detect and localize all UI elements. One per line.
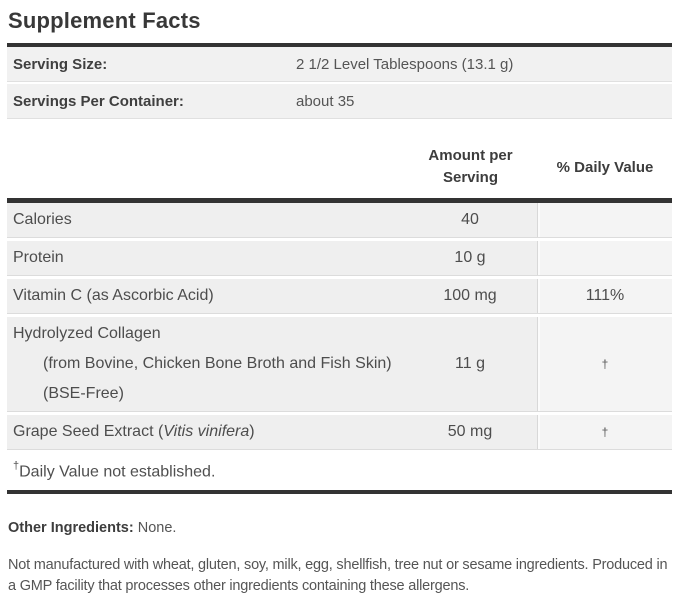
divider-thick-header: [7, 198, 672, 203]
nutrient-row-protein: Protein 10 g: [7, 241, 672, 276]
amount-header-line1: Amount per: [428, 147, 513, 164]
nutrient-daily-value: †: [537, 317, 672, 411]
other-ingredients-value: None.: [133, 520, 177, 537]
nutrient-amount: 50 mg: [447, 423, 493, 440]
dagger-symbol: †: [13, 460, 20, 472]
dagger-symbol: †: [601, 357, 609, 371]
nutrient-daily-value: [537, 241, 672, 275]
footnote-daily-value: †Daily Value not established.: [7, 453, 672, 490]
nutrient-row-calories: Calories 40: [7, 203, 672, 238]
nutrient-name-text: Vitamin C (as Ascorbic Acid): [13, 287, 214, 304]
serving-size-value: 2 1/2 Level Tablespoons (13.1 g): [296, 55, 514, 73]
servings-per-container-row: Servings Per Container: about 35: [7, 84, 672, 119]
divider-thick-top: [7, 43, 672, 47]
supplement-facts-panel: Supplement Facts Serving Size: 2 1/2 Lev…: [7, 8, 672, 595]
footnote-text: Daily Value not established.: [19, 463, 216, 481]
nutrient-name: Protein: [7, 241, 403, 275]
other-ingredients-label: Other Ingredients:: [8, 520, 134, 537]
nutrient-name-text: ): [249, 423, 255, 440]
allergen-statement: Not manufactured with wheat, gluten, soy…: [8, 557, 668, 595]
page-title: Supplement Facts: [8, 8, 201, 33]
nutrient-name-latin: Vitis vinifera: [163, 423, 250, 440]
nutrient-daily-value: [537, 203, 672, 237]
nutrient-name: Calories: [7, 203, 403, 237]
nutrient-row-grape-seed-extract: Grape Seed Extract (Vitis vinifera) 50 m…: [7, 415, 672, 450]
nutrient-row-vitamin-c: Vitamin C (as Ascorbic Acid) 100 mg 111%: [7, 279, 672, 314]
nutrient-amount: 10 g: [454, 249, 486, 266]
nutrient-name: Grape Seed Extract (Vitis vinifera): [7, 415, 403, 449]
nutrient-name: Vitamin C (as Ascorbic Acid): [7, 279, 403, 313]
nutrient-name-text: Protein: [13, 249, 64, 266]
nutrient-daily-value: †: [537, 415, 672, 449]
other-ingredients: Other Ingredients: None.: [8, 520, 672, 536]
nutrient-name-text: Grape Seed Extract (: [13, 423, 164, 440]
nutrient-amount: 100 mg: [443, 287, 497, 304]
table-header-row: Amount per Serving % Daily Value: [7, 145, 672, 198]
nutrient-amount: 11 g: [455, 355, 485, 372]
nutrient-amount: 40: [461, 211, 479, 228]
divider-thick-bottom: [7, 490, 672, 495]
serving-size-label: Serving Size:: [13, 55, 108, 73]
nutrient-name-text: Hydrolyzed Collagen: [13, 325, 161, 342]
servings-per-container-label: Servings Per Container:: [13, 92, 184, 110]
servings-per-container-value: about 35: [296, 92, 355, 110]
daily-value-header: % Daily Value: [556, 158, 654, 176]
nutrient-name-text: Calories: [13, 211, 72, 228]
amount-per-serving-header: Amount per Serving: [403, 145, 538, 189]
amount-header-line2: Serving: [442, 169, 499, 186]
dagger-symbol: †: [601, 425, 609, 439]
nutrient-daily-value: 111%: [537, 279, 672, 313]
serving-size-row: Serving Size: 2 1/2 Level Tablespoons (1…: [7, 47, 672, 82]
nutrient-name: Hydrolyzed Collagen (from Bovine, Chicke…: [7, 317, 403, 411]
nutrient-row-hydrolyzed-collagen: Hydrolyzed Collagen (from Bovine, Chicke…: [7, 317, 672, 412]
nutrient-name-detail: (from Bovine, Chicken Bone Broth and Fis…: [43, 355, 392, 402]
